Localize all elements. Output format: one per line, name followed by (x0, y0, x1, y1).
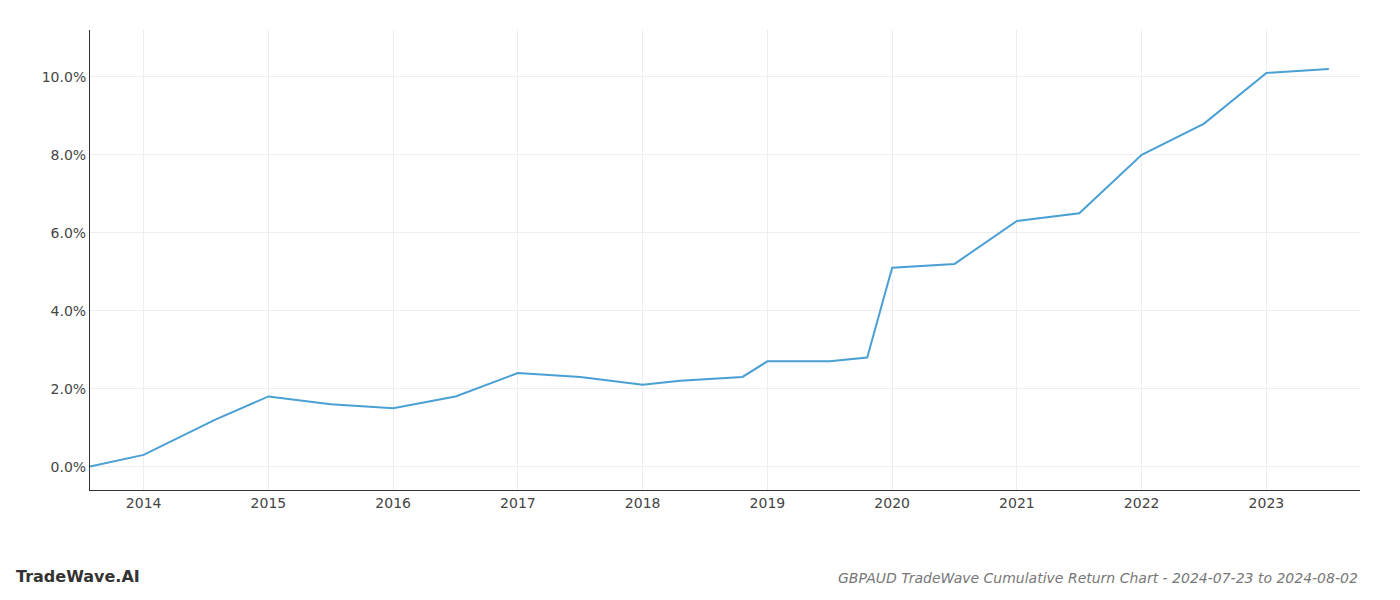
svg-text:2014: 2014 (126, 495, 162, 511)
svg-text:6.0%: 6.0% (51, 225, 87, 241)
svg-text:2021: 2021 (999, 495, 1035, 511)
svg-text:2020: 2020 (874, 495, 910, 511)
svg-text:2016: 2016 (375, 495, 411, 511)
svg-text:2023: 2023 (1249, 495, 1285, 511)
svg-text:8.0%: 8.0% (51, 147, 87, 163)
svg-text:GBPAUD TradeWave Cumulative Re: GBPAUD TradeWave Cumulative Return Chart… (838, 570, 1358, 586)
svg-text:2015: 2015 (251, 495, 287, 511)
svg-text:TradeWave.AI: TradeWave.AI (16, 567, 140, 586)
svg-text:2019: 2019 (750, 495, 786, 511)
svg-text:4.0%: 4.0% (51, 303, 87, 319)
svg-text:10.0%: 10.0% (42, 69, 86, 85)
svg-text:2.0%: 2.0% (51, 381, 87, 397)
svg-text:2022: 2022 (1124, 495, 1160, 511)
svg-text:2017: 2017 (500, 495, 536, 511)
svg-text:2018: 2018 (625, 495, 661, 511)
svg-text:0.0%: 0.0% (51, 459, 87, 475)
